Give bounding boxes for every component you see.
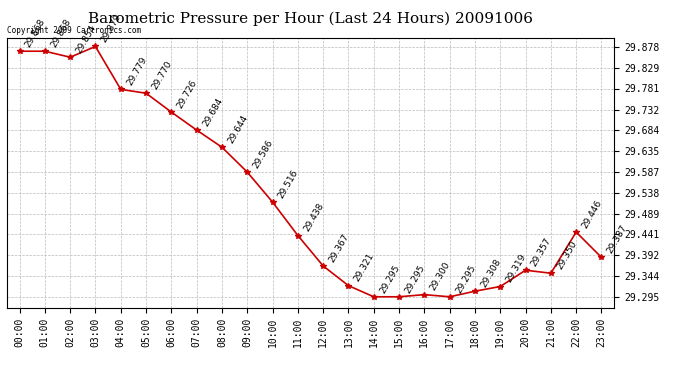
Text: 29.868: 29.868 [23,17,47,49]
Text: 29.586: 29.586 [251,138,275,170]
Text: 29.684: 29.684 [201,96,224,128]
Text: 29.295: 29.295 [378,263,402,295]
Text: 29.357: 29.357 [530,236,553,268]
Text: 29.868: 29.868 [49,17,72,49]
Text: 29.879: 29.879 [99,12,123,44]
Text: 29.446: 29.446 [580,198,604,230]
Text: 29.295: 29.295 [403,263,426,295]
Text: 29.726: 29.726 [175,78,199,110]
Text: Copyright 2009 Cartronics.com: Copyright 2009 Cartronics.com [7,26,141,35]
Text: Barometric Pressure per Hour (Last 24 Hours) 20091006: Barometric Pressure per Hour (Last 24 Ho… [88,11,533,26]
Text: 29.779: 29.779 [125,56,148,87]
Text: 29.350: 29.350 [555,239,578,271]
Text: 29.308: 29.308 [479,257,502,289]
Text: 29.295: 29.295 [454,263,477,295]
Text: 29.438: 29.438 [302,202,326,233]
Text: 29.321: 29.321 [353,252,376,284]
Text: 29.300: 29.300 [428,261,452,292]
Text: 29.644: 29.644 [226,114,250,145]
Text: 29.367: 29.367 [327,232,351,264]
Text: 29.319: 29.319 [504,252,528,284]
Text: 29.854: 29.854 [75,23,98,55]
Text: 29.387: 29.387 [606,224,629,255]
Text: 29.516: 29.516 [277,168,300,200]
Text: 29.770: 29.770 [150,59,174,91]
